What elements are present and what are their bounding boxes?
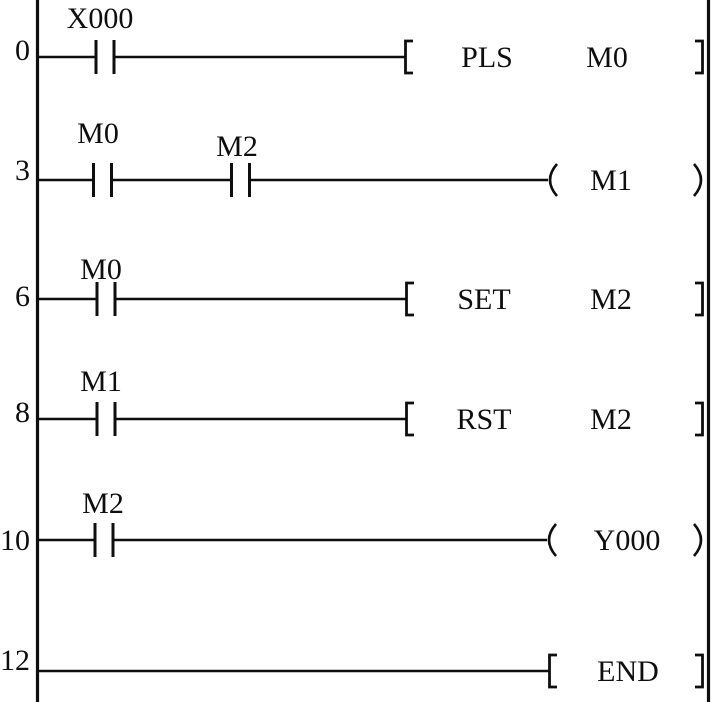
instruction-open-bracket bbox=[548, 653, 557, 689]
instruction-mnemonic: RST bbox=[456, 403, 511, 436]
coil-open-paren bbox=[547, 523, 558, 557]
instruction-mnemonic: SET bbox=[457, 283, 510, 316]
contact-label: M0 bbox=[77, 117, 119, 150]
coil-operand: M1 bbox=[590, 164, 632, 197]
rung-8: 8 M1 RST M2 bbox=[15, 365, 704, 437]
rung-12: 12 END bbox=[0, 644, 704, 689]
contact-symbol bbox=[94, 40, 116, 74]
step-number: 12 bbox=[0, 644, 30, 677]
rung-6: 6 M0 SET M2 bbox=[15, 253, 704, 317]
instruction-close-bracket bbox=[695, 653, 704, 689]
rung-10: 10 M2 Y000 bbox=[0, 487, 703, 557]
instruction-open-bracket bbox=[405, 281, 414, 317]
contact-symbol bbox=[95, 282, 117, 316]
contact-symbol bbox=[95, 402, 117, 436]
coil-close-paren bbox=[692, 163, 703, 197]
step-number: 3 bbox=[15, 154, 30, 187]
instruction-operand: M0 bbox=[586, 41, 628, 74]
contact-label: M2 bbox=[216, 130, 258, 163]
instruction-close-bracket bbox=[695, 401, 704, 437]
instruction-open-bracket bbox=[405, 401, 414, 437]
instruction-mnemonic: END bbox=[597, 655, 659, 688]
rung-0: 0 X000 PLS M0 bbox=[15, 2, 704, 75]
contact-label: M0 bbox=[80, 253, 122, 286]
instruction-open-bracket bbox=[404, 39, 413, 75]
coil-close-paren bbox=[692, 523, 703, 557]
step-number: 0 bbox=[15, 34, 30, 67]
instruction-close-bracket bbox=[695, 281, 704, 317]
coil-open-paren bbox=[548, 163, 559, 197]
step-number: 6 bbox=[15, 280, 30, 313]
instruction-mnemonic: PLS bbox=[461, 41, 513, 74]
contact-label: X000 bbox=[67, 2, 134, 35]
instruction-close-bracket bbox=[695, 39, 704, 75]
step-number: 8 bbox=[15, 396, 30, 429]
contact-symbol bbox=[93, 523, 115, 557]
contact-symbol bbox=[230, 163, 251, 197]
instruction-operand: M2 bbox=[590, 403, 632, 436]
coil-operand: Y000 bbox=[594, 524, 661, 557]
instruction-operand: M2 bbox=[590, 283, 632, 316]
rung-3: 3 M0 M2 M1 bbox=[15, 117, 703, 197]
contact-label: M1 bbox=[80, 365, 122, 398]
step-number: 10 bbox=[0, 524, 30, 557]
contact-symbol bbox=[92, 163, 113, 197]
contact-label: M2 bbox=[82, 487, 124, 520]
